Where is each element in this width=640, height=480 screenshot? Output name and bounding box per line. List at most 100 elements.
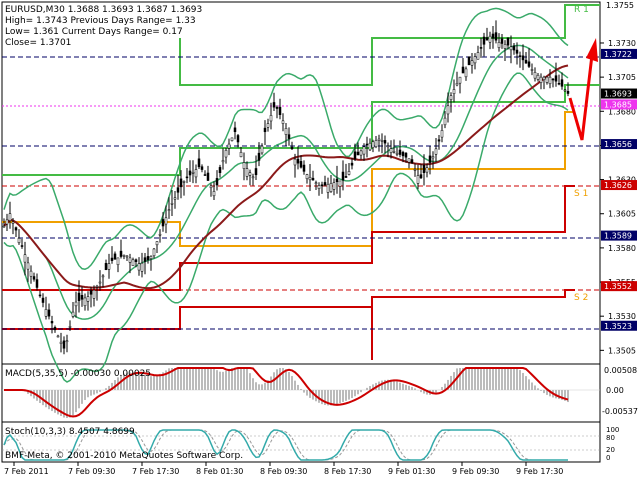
candle-body (341, 171, 345, 181)
candle-body (80, 295, 84, 300)
price-level-box (601, 230, 637, 241)
candle-body (26, 262, 30, 270)
candle-body (86, 296, 90, 302)
price-level-label: 1.3685 (604, 100, 632, 109)
ma-line (3, 64, 569, 290)
candle-body (113, 253, 117, 260)
candle-body (65, 340, 69, 343)
candle-body (92, 289, 96, 299)
forecast-arrow-head (586, 38, 598, 62)
time-tick-label: 7 Feb 2011 (4, 467, 49, 476)
candle-body (503, 44, 507, 49)
candle-body (458, 76, 462, 84)
stoch-tick-80: 80 (606, 434, 615, 442)
candle-body (512, 45, 516, 51)
time-tick-label: 8 Feb 17:30 (324, 467, 371, 476)
price-level-label: 1.3693 (604, 90, 632, 99)
candle-body (536, 74, 540, 80)
candle-body (8, 213, 12, 221)
candle-body (107, 263, 111, 270)
candle-body (500, 38, 504, 44)
candle-body (317, 185, 321, 189)
candle-body (494, 32, 498, 41)
stoch-title: Stoch(10,3,3) 8.4507 4.8699 (5, 427, 135, 437)
macd-tick-bottom: -0.00537 (602, 407, 638, 416)
candle-body (560, 79, 564, 87)
candle-body (275, 106, 279, 109)
candle-body (134, 259, 138, 262)
candle-body (287, 134, 291, 139)
time-tick-label: 7 Feb 09:30 (68, 467, 115, 476)
candle-body (146, 256, 150, 261)
candle-body (191, 172, 195, 174)
price-level-label: 1.3589 (604, 232, 632, 241)
candle-body (182, 181, 186, 183)
candle-body (308, 177, 312, 181)
candle-body (467, 56, 471, 66)
candle-body (278, 106, 282, 115)
candle-body (524, 59, 528, 64)
candle-body (422, 164, 426, 174)
price-tick-label: 1.3730 (608, 39, 636, 48)
candle-body (425, 167, 429, 173)
header-line-1: EURUSD,M30 1.3688 1.3693 1.3687 1.3693 (5, 5, 202, 15)
candle-body (245, 168, 249, 177)
candle-body (455, 83, 459, 86)
candle-body (539, 76, 543, 83)
pivot-label-s2: S 2 (574, 293, 588, 303)
candle-body (557, 83, 561, 85)
candle-body (521, 55, 525, 61)
candle-body (98, 281, 102, 284)
time-tick-label: 9 Feb 09:30 (452, 467, 499, 476)
candle-body (185, 176, 189, 179)
candle-body (266, 123, 270, 128)
candle-body (251, 176, 255, 179)
candle-body (260, 145, 264, 154)
price-tick-label: 1.3680 (608, 107, 636, 116)
candle-body (263, 127, 267, 133)
candle-body (398, 149, 402, 155)
candle-body (218, 167, 222, 174)
candle-body (434, 148, 438, 155)
candle-body (518, 55, 522, 57)
candle-body (404, 152, 408, 158)
candle-body (140, 262, 144, 272)
candle-body (509, 46, 513, 51)
candle-body (167, 209, 171, 211)
candle-body (551, 78, 555, 81)
bb-lower (3, 72, 569, 383)
candle-body (281, 120, 285, 124)
candle-body (131, 259, 135, 267)
candle-body (200, 166, 204, 170)
candle-body (326, 183, 330, 193)
candle-body (197, 158, 201, 168)
candle-body (419, 174, 423, 179)
candle-body (14, 227, 18, 231)
macd-title: MACD(5,35,5) -0.00030 0.00025 (5, 369, 151, 379)
candle-body (272, 102, 276, 108)
candle-body (293, 158, 297, 166)
candle-body (530, 69, 534, 71)
candle-body (401, 151, 405, 157)
price-level-label: 1.3552 (604, 282, 632, 291)
price-tick-label: 1.3605 (608, 210, 636, 219)
candle-body (44, 309, 48, 317)
candle-body (368, 142, 372, 151)
candle-body (110, 257, 114, 261)
candle-body (290, 146, 294, 150)
candle-body (476, 52, 480, 60)
candle-body (230, 137, 234, 141)
header-line-4: Close= 1.3701 (5, 38, 71, 48)
candle-body (116, 257, 120, 266)
header-line-2: High= 1.3743 Previous Days Range= 1.33 (5, 16, 196, 26)
candle-body (71, 311, 75, 317)
price-candles (2, 20, 570, 355)
candle-body (542, 76, 546, 81)
candle-body (188, 170, 192, 176)
candle-body (566, 91, 570, 94)
header-line-3: Low= 1.361 Current Days Range= 0.17 (5, 27, 183, 37)
candle-body (227, 143, 231, 149)
candle-body (95, 285, 99, 288)
candle-body (347, 171, 351, 175)
